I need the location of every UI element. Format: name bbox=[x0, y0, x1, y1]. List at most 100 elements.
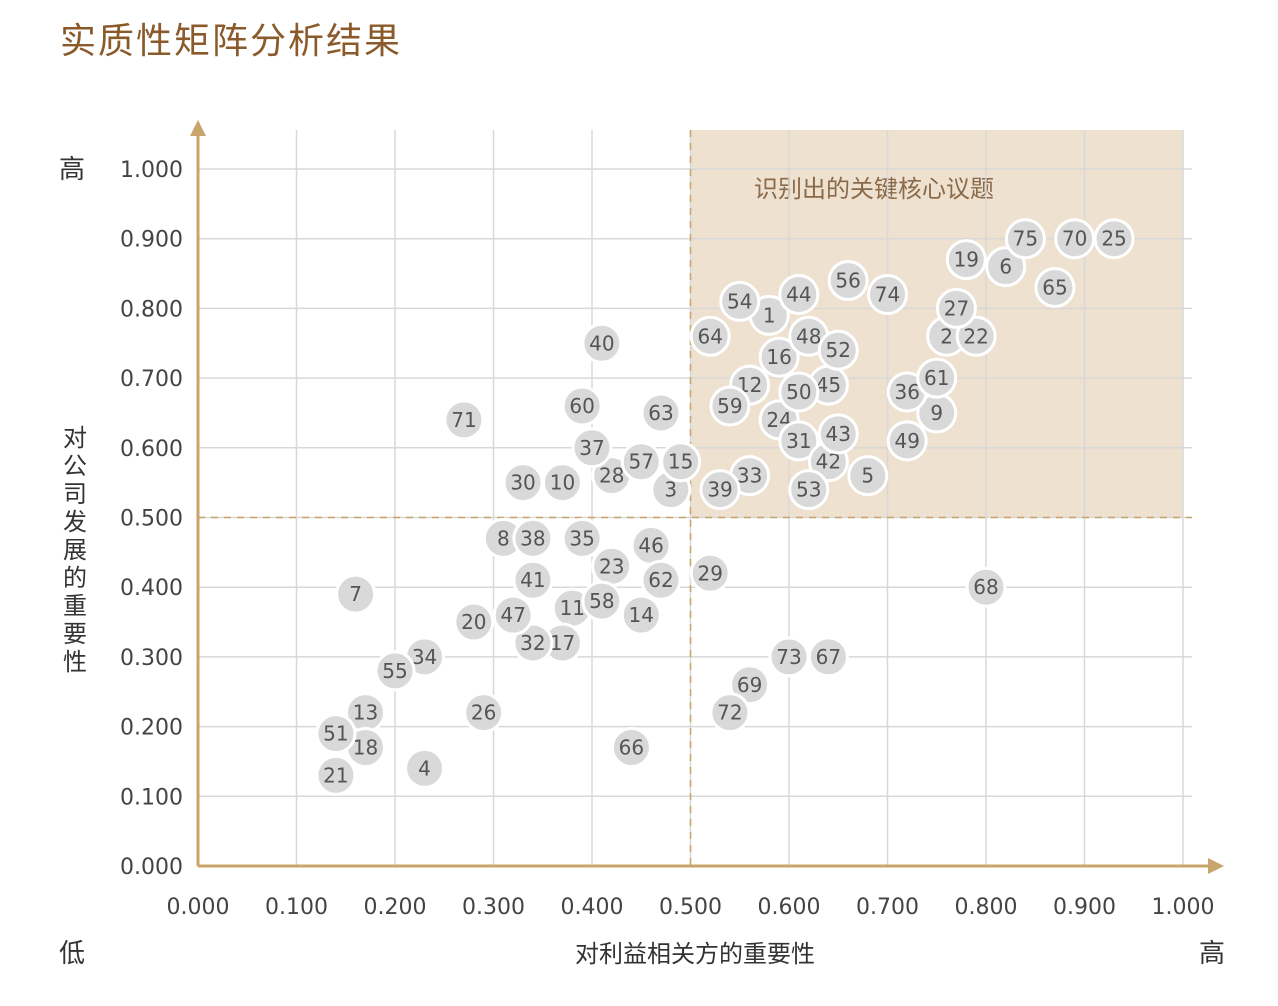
data-point-label: 60 bbox=[569, 394, 594, 418]
x-tick-label: 0.100 bbox=[265, 895, 328, 920]
data-point-marker bbox=[709, 692, 751, 734]
data-point: 73 bbox=[768, 636, 810, 678]
y-tick-label: 0.200 bbox=[120, 716, 183, 741]
data-point: 53 bbox=[788, 469, 830, 511]
data-point-label: 37 bbox=[579, 436, 604, 460]
y-tick-label: 0.400 bbox=[120, 576, 183, 601]
data-point-marker bbox=[965, 566, 1007, 608]
x-tick-label: 0.300 bbox=[462, 895, 525, 920]
data-point-label: 67 bbox=[816, 645, 841, 669]
data-point-label: 70 bbox=[1062, 227, 1087, 251]
data-point: 57 bbox=[620, 441, 662, 483]
data-point: 4 bbox=[404, 747, 446, 789]
data-point: 56 bbox=[827, 260, 869, 302]
data-point: 58 bbox=[581, 580, 623, 622]
data-point-label: 2 bbox=[940, 324, 953, 348]
data-point: 10 bbox=[541, 462, 583, 504]
data-point-label: 13 bbox=[353, 701, 378, 725]
data-point-label: 62 bbox=[648, 568, 673, 592]
data-point: 32 bbox=[512, 622, 554, 664]
data-point-marker bbox=[1034, 266, 1076, 308]
data-point-label: 50 bbox=[786, 380, 811, 404]
data-point: 70 bbox=[1054, 218, 1096, 260]
data-point-label: 61 bbox=[924, 366, 949, 390]
data-point: 62 bbox=[640, 559, 682, 601]
data-point-label: 27 bbox=[944, 296, 969, 320]
data-point-label: 6 bbox=[999, 255, 1012, 279]
data-point-label: 57 bbox=[629, 450, 654, 474]
data-point: 35 bbox=[561, 517, 603, 559]
data-point: 7 bbox=[335, 573, 377, 615]
data-point-marker bbox=[512, 559, 554, 601]
data-point: 37 bbox=[571, 427, 613, 469]
data-point-label: 32 bbox=[520, 631, 545, 655]
data-point-label: 66 bbox=[619, 736, 644, 760]
data-point: 40 bbox=[581, 322, 623, 364]
data-point-label: 59 bbox=[717, 394, 742, 418]
data-point-marker bbox=[404, 747, 446, 789]
data-point: 16 bbox=[758, 336, 800, 378]
data-point-marker bbox=[847, 455, 889, 497]
data-point-marker bbox=[935, 287, 977, 329]
data-point-label: 41 bbox=[520, 568, 545, 592]
data-point-marker bbox=[492, 594, 534, 636]
y-axis-title: 对公司发展的重要性 bbox=[63, 424, 89, 676]
data-point: 69 bbox=[729, 664, 771, 706]
data-point: 67 bbox=[807, 636, 849, 678]
data-point-label: 56 bbox=[835, 269, 860, 293]
data-point-label: 21 bbox=[323, 763, 348, 787]
data-point: 59 bbox=[709, 385, 751, 427]
x-tick-label: 0.400 bbox=[561, 895, 624, 920]
data-point: 6 bbox=[985, 246, 1027, 288]
data-point-label: 52 bbox=[826, 338, 851, 362]
x-axis-arrow bbox=[1208, 858, 1224, 874]
data-point-label: 46 bbox=[638, 533, 663, 557]
data-point-label: 33 bbox=[737, 464, 762, 488]
data-point-marker bbox=[315, 713, 357, 755]
data-point-label: 28 bbox=[599, 464, 624, 488]
data-point-marker bbox=[512, 622, 554, 664]
quadrant-dividers bbox=[198, 130, 1192, 866]
data-point: 33 bbox=[729, 455, 771, 497]
data-point-marker bbox=[985, 246, 1027, 288]
data-point-label: 30 bbox=[510, 471, 535, 495]
data-point-marker bbox=[315, 754, 357, 796]
data-point-label: 31 bbox=[786, 429, 811, 453]
data-point: 54 bbox=[719, 280, 761, 322]
data-point-marker bbox=[729, 664, 771, 706]
data-point-marker bbox=[571, 427, 613, 469]
data-point-marker bbox=[561, 517, 603, 559]
data-point: 74 bbox=[867, 273, 908, 315]
data-point-marker bbox=[867, 273, 908, 315]
highlight-label: 识别出的关键核心议题 bbox=[754, 175, 994, 203]
data-point: 52 bbox=[817, 329, 859, 371]
data-point-label: 18 bbox=[353, 736, 378, 760]
x-tick-label: 1.000 bbox=[1152, 895, 1215, 920]
data-point-label: 29 bbox=[697, 561, 722, 585]
data-point: 75 bbox=[1004, 218, 1046, 260]
data-point-label: 71 bbox=[451, 408, 476, 432]
data-point-marker bbox=[719, 280, 761, 322]
data-point: 5 bbox=[847, 455, 889, 497]
data-point-label: 20 bbox=[461, 610, 486, 634]
data-point-marker bbox=[778, 371, 820, 413]
data-point-label: 74 bbox=[875, 282, 900, 306]
data-point-label: 68 bbox=[973, 575, 998, 599]
data-point: 46 bbox=[630, 524, 672, 566]
page-title: 实质性矩阵分析结果 bbox=[60, 21, 403, 62]
y-tick-label: 0.100 bbox=[120, 785, 183, 810]
data-point: 43 bbox=[817, 413, 859, 455]
data-point: 68 bbox=[965, 566, 1007, 608]
data-point: 55 bbox=[374, 650, 416, 692]
data-point-label: 15 bbox=[668, 450, 693, 474]
data-point-marker bbox=[610, 727, 652, 769]
data-point: 61 bbox=[916, 357, 958, 399]
data-point: 23 bbox=[591, 545, 633, 587]
y-tick-label: 0.700 bbox=[120, 367, 183, 392]
data-point-label: 49 bbox=[894, 429, 919, 453]
tick-labels: 0.000 0.100 0.200 0.300 0.400 0.500 0.600 0.700… bbox=[120, 158, 1214, 920]
data-point-label: 72 bbox=[717, 701, 742, 725]
data-point-label: 44 bbox=[786, 282, 811, 306]
data-point-label: 23 bbox=[599, 554, 624, 578]
